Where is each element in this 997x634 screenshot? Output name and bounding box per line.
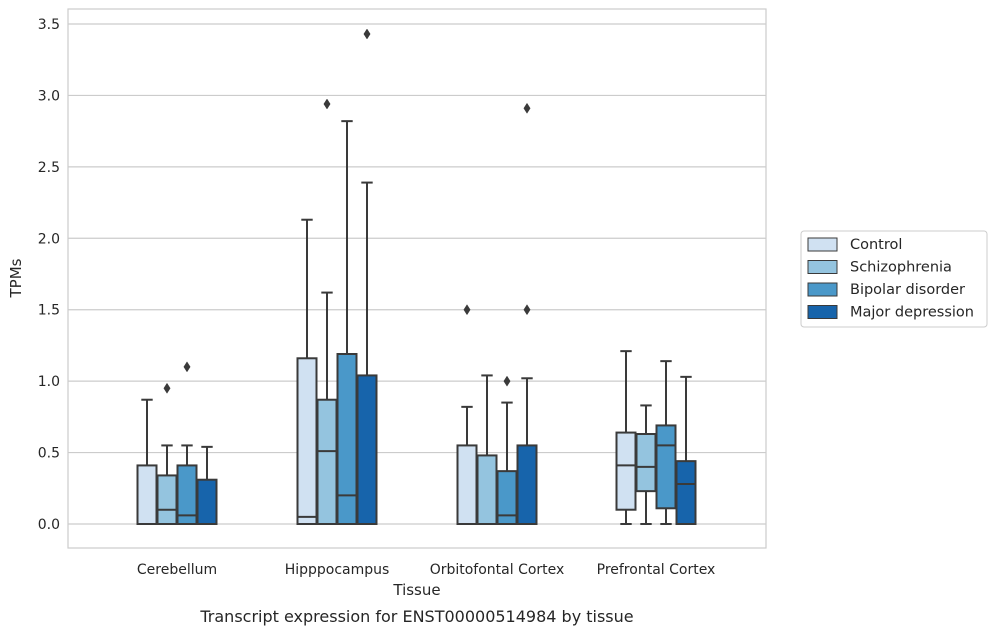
outlier-point <box>183 361 191 373</box>
outlier-point <box>523 304 531 316</box>
y-tick-labels: 0.0 0.5 1.0 1.5 2.0 2.5 3.0 3.5 <box>38 17 60 533</box>
iqr-box <box>336 353 358 525</box>
box-schizophrenia <box>156 382 178 525</box>
legend-swatch <box>807 260 838 274</box>
legend-swatch <box>807 282 838 297</box>
iqr-box <box>476 454 498 525</box>
chart-caption: Transcript expression for ENST0000051498… <box>199 607 633 626</box>
legend-label: Bipolar disorder <box>850 282 965 298</box>
legend-items: Control Schizophrenia Bipolar disorder Majo… <box>807 237 974 321</box>
y-tick-label: 0.5 <box>38 446 60 462</box>
y-tick-label: 3.0 <box>38 88 60 104</box>
outlier-point <box>503 375 511 387</box>
x-tick-label: Cerebellum <box>137 562 217 578</box>
box-schizophrenia <box>316 98 338 526</box>
box-bipolar-disorder <box>336 120 358 525</box>
box-major-depression <box>196 445 218 526</box>
grid-layer <box>68 23 766 525</box>
box-bipolar-disorder <box>176 361 198 525</box>
y-tick-label: 2.0 <box>38 231 60 247</box>
x-tick-label: Orbitofontal Cortex <box>430 562 565 578</box>
plot-frame <box>67 8 767 549</box>
legend-label: Control <box>850 237 902 253</box>
outlier-point <box>323 98 331 110</box>
iqr-box <box>136 464 158 525</box>
iqr-box <box>615 431 637 511</box>
x-axis-label: Tissue <box>392 581 440 599</box>
legend: Control Schizophrenia Bipolar disorder Majo… <box>800 230 988 328</box>
box-bipolar-disorder <box>655 360 677 525</box>
box-schizophrenia <box>635 404 657 525</box>
iqr-box <box>196 478 218 526</box>
x-tick-label: Prefrontal Cortex <box>597 562 716 578</box>
iqr-box <box>516 444 538 525</box>
legend-label: Major depression <box>850 305 974 321</box>
iqr-box <box>316 398 338 526</box>
box-schizophrenia <box>476 374 498 525</box>
x-tick-label: Hipppocampus <box>285 562 390 578</box>
box-bipolar-disorder <box>496 375 518 525</box>
x-tick-labels: Cerebellum Hipppocampus Orbitofontal Corte… <box>137 562 715 578</box>
y-tick-label: 1.0 <box>38 374 60 390</box>
box-control <box>136 398 158 525</box>
box-major-depression <box>516 102 538 525</box>
y-tick-label: 0.0 <box>38 517 60 533</box>
outlier-point <box>463 304 471 316</box>
box-major-depression <box>356 28 378 525</box>
iqr-box <box>156 474 178 525</box>
box-control <box>615 350 637 525</box>
y-tick-label: 2.5 <box>38 160 60 176</box>
box-control <box>296 218 318 525</box>
box-control <box>456 304 478 525</box>
iqr-box <box>655 424 677 510</box>
iqr-box <box>456 444 478 525</box>
iqr-box <box>635 433 657 493</box>
boxes-layer <box>136 28 697 526</box>
iqr-box <box>675 460 697 525</box>
y-tick-label: 1.5 <box>38 303 60 319</box>
legend-frame <box>800 230 988 328</box>
legend-swatch <box>807 237 838 252</box>
outlier-point <box>523 102 531 114</box>
iqr-box <box>356 374 378 525</box>
outlier-point <box>163 382 171 394</box>
y-axis-label: TPMs <box>7 258 25 298</box>
legend-label: Schizophrenia <box>850 260 952 276</box>
outlier-point <box>363 28 371 40</box>
box-major-depression <box>675 375 697 525</box>
y-tick-label: 3.5 <box>38 17 60 33</box>
legend-swatch <box>807 305 838 319</box>
iqr-box <box>296 357 318 525</box>
